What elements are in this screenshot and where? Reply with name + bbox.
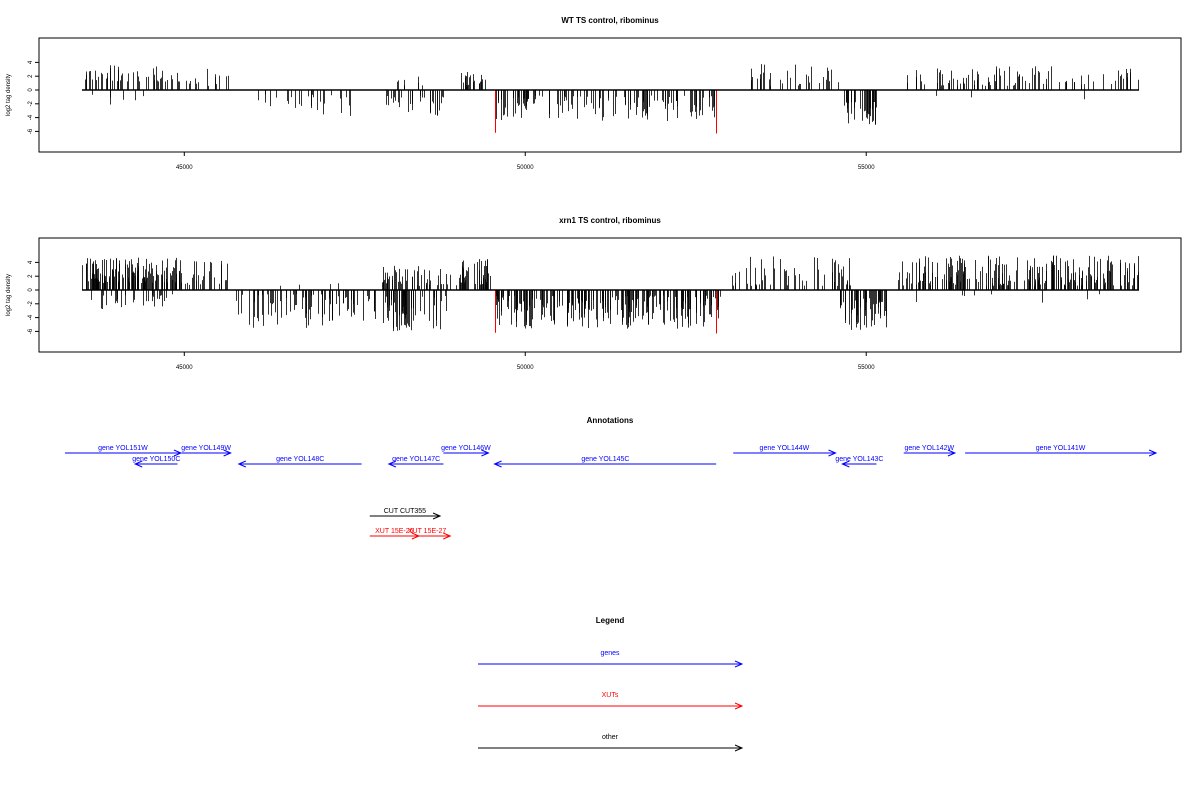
annotations-title: Annotations bbox=[587, 416, 634, 425]
x-tick-label: 55000 bbox=[858, 165, 875, 171]
y-tick-label: -6 bbox=[28, 128, 34, 134]
y-tick-label: 0 bbox=[28, 288, 34, 292]
feature-label: gene YOL146W bbox=[441, 445, 491, 452]
feature-gene-yol150c: gene YOL150C bbox=[132, 456, 180, 468]
feature-label: XUT 15E-27 bbox=[408, 528, 446, 535]
legend-entries: genes XUTs other bbox=[478, 650, 744, 752]
y-tick-label: -2 bbox=[28, 300, 34, 306]
y-axis-label: log2 tag density bbox=[6, 274, 12, 316]
legend-entry-xuts: XUTs bbox=[478, 692, 744, 710]
feature-label: XUT 15E-26 bbox=[375, 528, 413, 535]
y-tick-label: 0 bbox=[28, 88, 34, 92]
feature-gene-yol145c: gene YOL145C bbox=[493, 456, 717, 468]
feature-gene-yol144w: gene YOL144W bbox=[733, 445, 837, 457]
y-tick-label: 2 bbox=[28, 274, 34, 278]
feature-label: gene YOL141W bbox=[1036, 445, 1086, 452]
feature-label: gene YOL142W bbox=[904, 445, 954, 452]
density-bars bbox=[82, 255, 1139, 334]
legend-label: other bbox=[602, 734, 619, 741]
feature-gene-yol147c: gene YOL147C bbox=[387, 456, 444, 468]
x-tick-label: 45000 bbox=[176, 365, 193, 371]
y-tick-label: -2 bbox=[28, 100, 34, 106]
feature-gene-yol141w: gene YOL141W bbox=[965, 445, 1158, 457]
y-tick-label: 4 bbox=[28, 260, 34, 264]
feature-gene-yol149w: gene YOL149W bbox=[181, 445, 232, 457]
panel-title: WT TS control, ribominus bbox=[561, 16, 659, 25]
legend: Legend genes XUTs other bbox=[478, 616, 744, 752]
y-tick-label: 4 bbox=[28, 60, 34, 64]
feature-label: gene YOL151W bbox=[98, 445, 148, 452]
y-axis-label: log2 tag density bbox=[6, 74, 12, 116]
feature-gene-yol148c: gene YOL148C bbox=[237, 456, 362, 468]
legend-label: genes bbox=[600, 650, 620, 657]
legend-title: Legend bbox=[596, 616, 625, 625]
feature-cut-cut355: CUT CUT355 bbox=[369, 508, 442, 520]
y-axis: 4 2 0 -2 -4 -6 bbox=[28, 60, 40, 134]
plot-frame bbox=[38, 37, 1182, 153]
feature-gene-yol143c: gene YOL143C bbox=[835, 456, 883, 468]
x-tick-label: 45000 bbox=[176, 165, 193, 171]
x-tick-label: 55000 bbox=[858, 365, 875, 371]
wt-density-panel: WT TS control, ribominus log2 tag densit… bbox=[6, 16, 1182, 171]
x-axis: 45000 50000 55000 bbox=[176, 152, 875, 171]
x-axis: 45000 50000 55000 bbox=[176, 352, 875, 371]
feature-label: gene YOL150C bbox=[132, 456, 180, 463]
x-tick-label: 50000 bbox=[517, 365, 534, 371]
plot-frame bbox=[38, 237, 1182, 353]
legend-label: XUTs bbox=[602, 692, 619, 699]
y-axis: 4 2 0 -2 -4 -6 bbox=[28, 260, 40, 334]
x-tick-label: 50000 bbox=[517, 165, 534, 171]
feature-label: gene YOL147C bbox=[392, 456, 440, 463]
legend-entry-other: other bbox=[478, 734, 744, 752]
feature-gene-yol151w: gene YOL151W bbox=[64, 445, 183, 457]
feature-label: CUT CUT355 bbox=[384, 508, 426, 515]
feature-label: gene YOL143C bbox=[835, 456, 883, 463]
feature-label: gene YOL145C bbox=[581, 456, 629, 463]
feature-gene-yol146w: gene YOL146W bbox=[441, 445, 491, 457]
y-tick-label: -4 bbox=[28, 314, 34, 320]
feature-label: gene YOL149W bbox=[181, 445, 231, 452]
legend-entry-genes: genes bbox=[478, 650, 744, 668]
density-bars bbox=[82, 64, 1139, 134]
feature-gene-yol142w: gene YOL142W bbox=[903, 445, 957, 457]
feature-label: gene YOL144W bbox=[760, 445, 810, 452]
y-tick-label: 2 bbox=[28, 74, 34, 78]
feature-label: gene YOL148C bbox=[276, 456, 324, 463]
feature-xut-15e-27: XUT 15E-27 bbox=[403, 528, 452, 540]
panel-title: xrn1 TS control, ribominus bbox=[559, 216, 661, 225]
y-tick-label: -4 bbox=[28, 114, 34, 120]
y-tick-label: -6 bbox=[28, 328, 34, 334]
xrn1-density-panel: xrn1 TS control, ribominus log2 tag dens… bbox=[6, 216, 1182, 371]
